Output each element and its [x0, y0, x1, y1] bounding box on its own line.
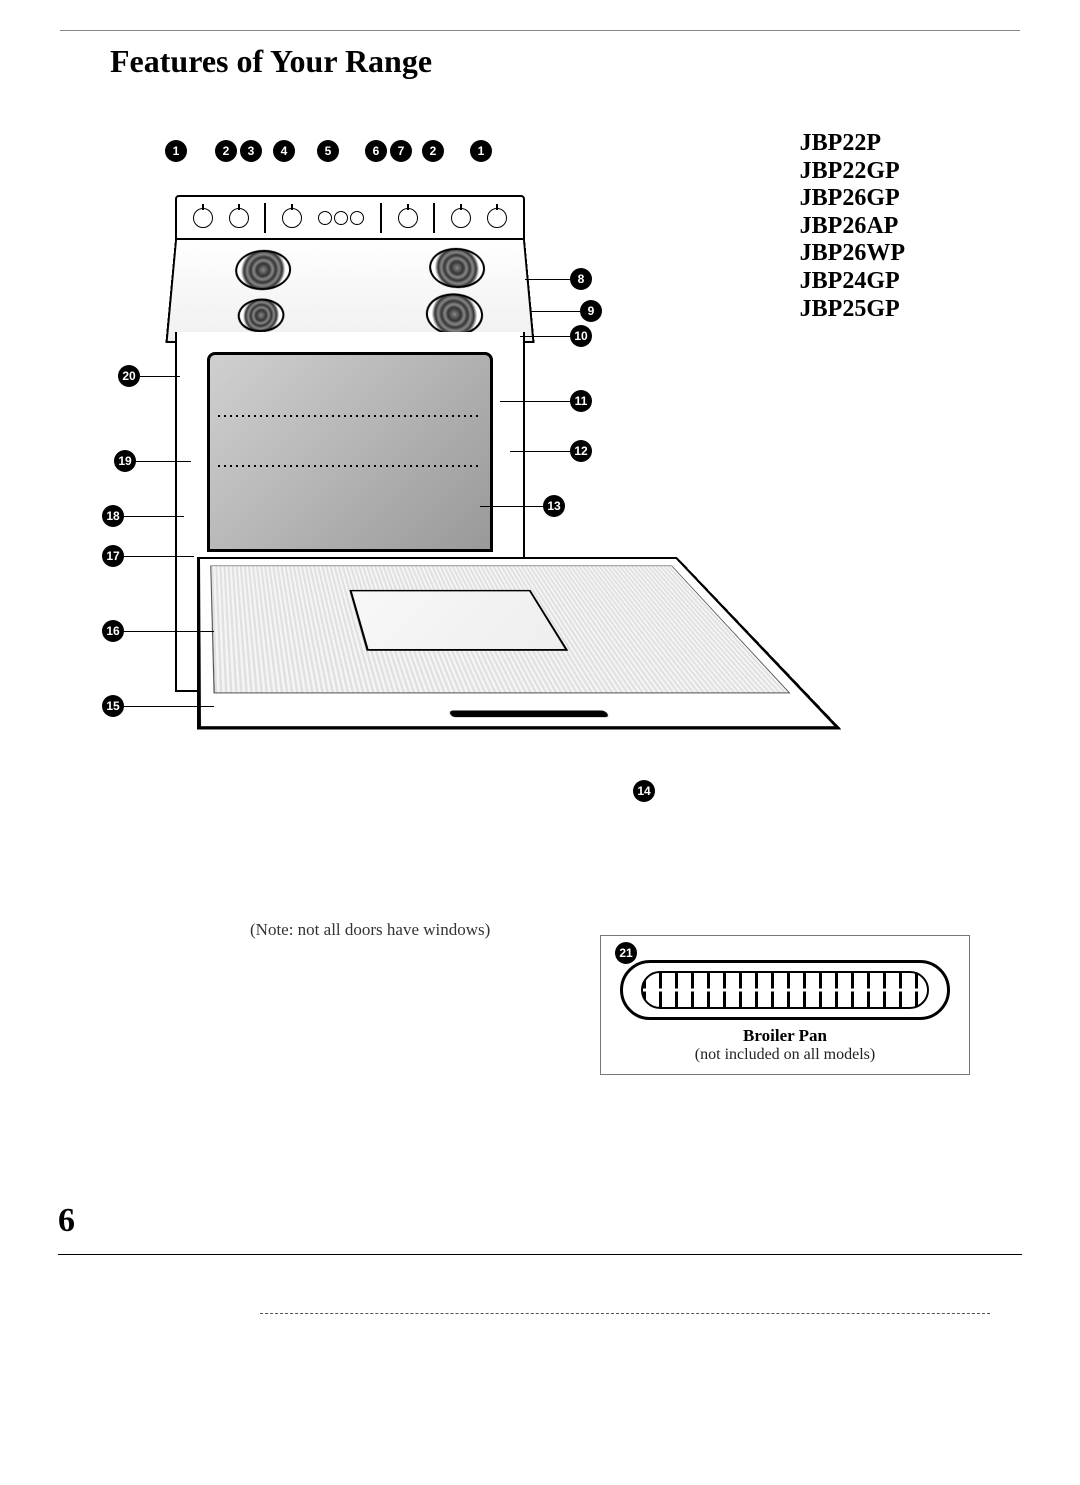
callout-4: 4	[273, 140, 295, 162]
burner-icon	[425, 293, 484, 335]
callout-7: 7	[390, 140, 412, 162]
callout-21: 21	[615, 942, 637, 964]
bottom-divider	[58, 1254, 1022, 1255]
button-icon	[318, 211, 332, 225]
callout-12: 12	[570, 440, 592, 462]
burner-icon	[237, 298, 285, 332]
callout-2b: 2	[422, 140, 444, 162]
door-window	[349, 590, 568, 651]
dashed-line	[260, 1313, 990, 1315]
cooktop	[165, 240, 534, 343]
callout-1: 1	[165, 140, 187, 162]
leader-line	[124, 631, 214, 632]
model-number: JBP26AP	[800, 213, 905, 241]
callout-11: 11	[570, 390, 592, 412]
leader-line	[525, 279, 570, 280]
callout-1b: 1	[470, 140, 492, 162]
model-number: JBP25GP	[800, 296, 905, 324]
diagram-note: (Note: not all doors have windows)	[250, 920, 490, 940]
callout-17: 17	[102, 545, 124, 567]
oven-cavity	[207, 352, 493, 552]
callout-13: 13	[543, 495, 565, 517]
content-area: 1 2 3 4 5 6 7 2 1	[60, 130, 1020, 1180]
model-number: JBP26GP	[800, 185, 905, 213]
burner-icon	[234, 250, 292, 290]
door-handle	[448, 710, 609, 717]
callout-10: 10	[570, 325, 592, 347]
callout-16: 16	[102, 620, 124, 642]
button-icon	[334, 211, 348, 225]
callout-9: 9	[580, 300, 602, 322]
callout-5: 5	[317, 140, 339, 162]
model-number: JBP22P	[800, 130, 905, 158]
callout-18: 18	[102, 505, 124, 527]
broiler-grid-icon	[641, 971, 929, 1009]
leader-line	[124, 556, 194, 557]
knob-icon	[398, 208, 418, 228]
leader-line	[124, 706, 214, 707]
knob-icon	[229, 208, 249, 228]
callout-6: 6	[365, 140, 387, 162]
callout-8: 8	[570, 268, 592, 290]
range-body	[175, 195, 525, 692]
leader-line	[124, 516, 184, 517]
broiler-pan-box: 21 Broiler Pan (not included on all mode…	[600, 935, 970, 1075]
page-title: Features of Your Range	[110, 43, 1020, 80]
leader-line	[140, 376, 180, 377]
callout-3: 3	[240, 140, 262, 162]
leader-line	[520, 336, 570, 337]
knob-icon	[282, 208, 302, 228]
broiler-pan-icon	[620, 960, 950, 1020]
oven-body	[175, 332, 525, 692]
leader-line	[530, 311, 580, 312]
callout-20: 20	[118, 365, 140, 387]
callout-19: 19	[114, 450, 136, 472]
leader-line	[500, 401, 570, 402]
button-icon	[350, 211, 364, 225]
callout-15: 15	[102, 695, 124, 717]
burner-icon	[428, 248, 486, 288]
knob-icon	[193, 208, 213, 228]
oven-door	[197, 557, 842, 730]
callout-2: 2	[215, 140, 237, 162]
broiler-label: Broiler Pan	[611, 1026, 959, 1046]
knob-icon	[487, 208, 507, 228]
model-number: JBP26WP	[800, 240, 905, 268]
model-number: JBP24GP	[800, 268, 905, 296]
callout-14: 14	[633, 780, 655, 802]
top-divider	[60, 30, 1020, 31]
leader-line	[480, 506, 543, 507]
knob-icon	[451, 208, 471, 228]
broiler-sublabel: (not included on all models)	[611, 1046, 959, 1064]
model-number: JBP22GP	[800, 158, 905, 186]
oven-rack	[218, 465, 482, 467]
page-number: 6	[58, 1202, 75, 1240]
top-callout-row: 1 2 3 4 5 6 7 2 1	[165, 140, 492, 162]
control-panel	[175, 195, 525, 240]
oven-rack	[218, 415, 482, 417]
leader-line	[136, 461, 191, 462]
range-diagram: 1 2 3 4 5 6 7 2 1	[80, 140, 700, 860]
model-list: JBP22P JBP22GP JBP26GP JBP26AP JBP26WP J…	[800, 130, 905, 323]
leader-line	[510, 451, 570, 452]
